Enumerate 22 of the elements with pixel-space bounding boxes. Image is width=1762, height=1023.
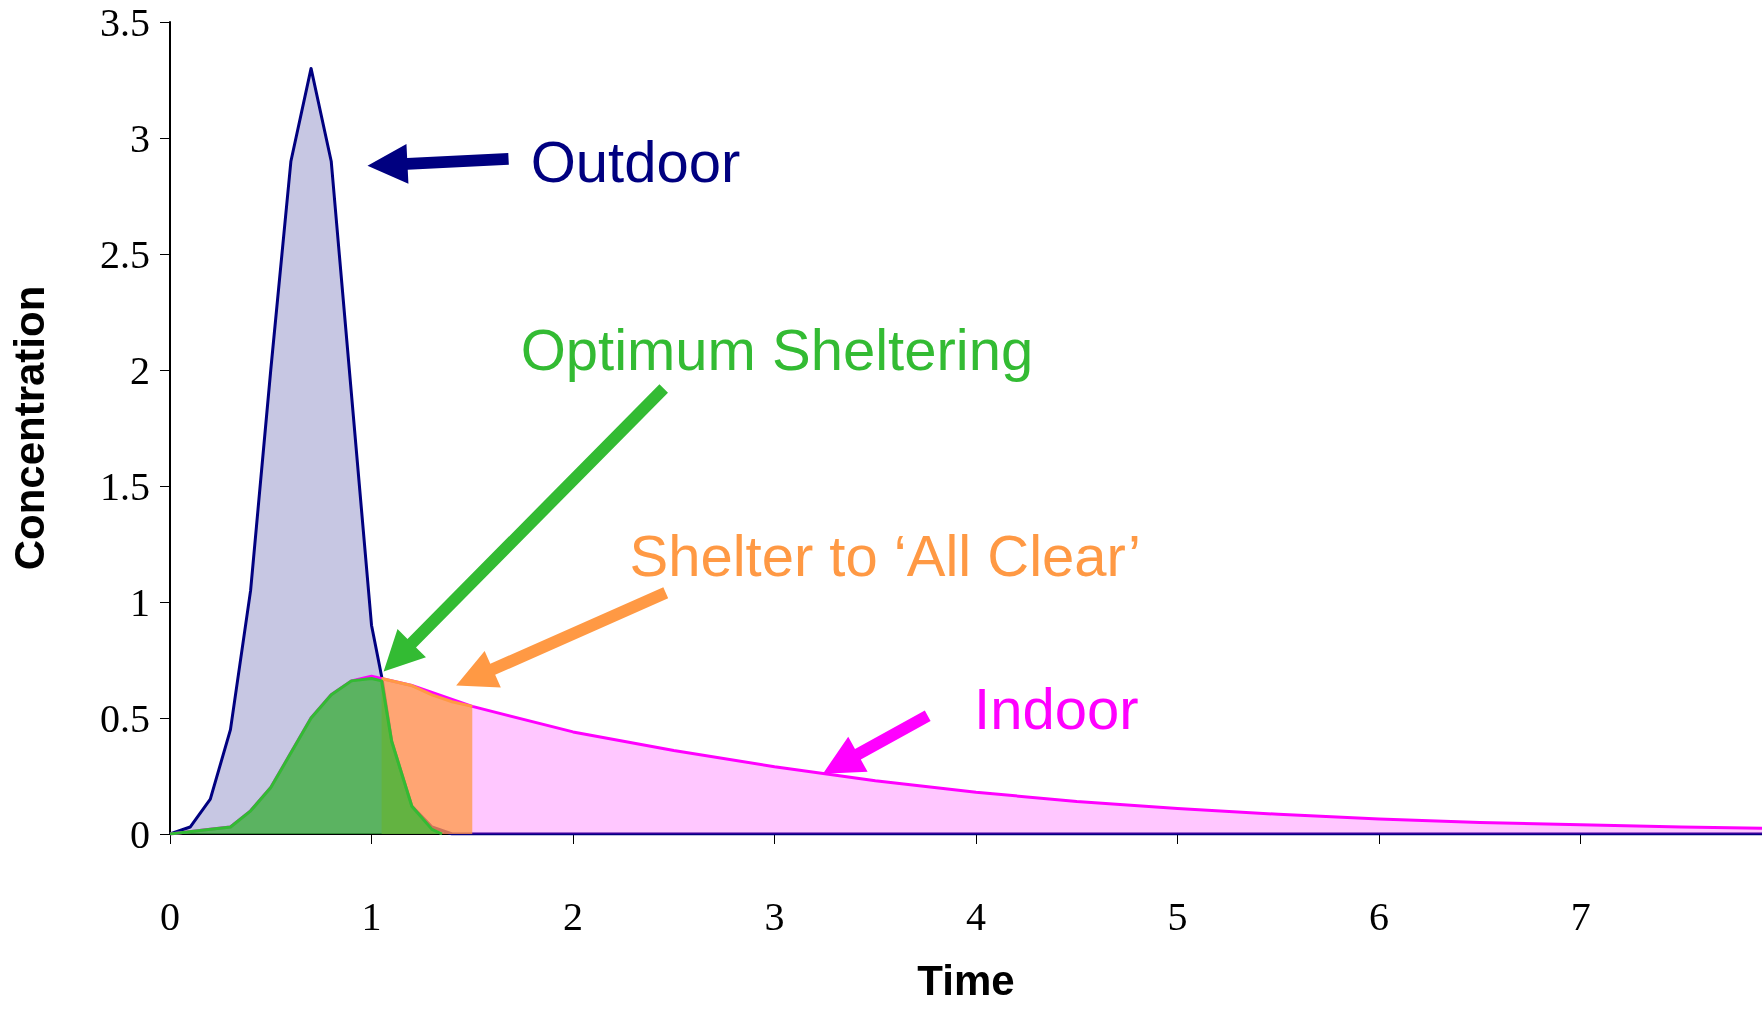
x-tick-label: 6 (1369, 893, 1390, 939)
y-tick-label: 3 (130, 115, 150, 161)
x-tick-label: 5 (1167, 893, 1188, 939)
x-tick-label: 3 (764, 893, 785, 939)
y-tick-label: 2.5 (100, 231, 150, 277)
legend-label: Indoor (974, 676, 1139, 742)
text: Optimum Sheltering (520, 316, 1034, 382)
y-tick-label: 0.5 (100, 695, 150, 741)
x-tick-label: 1 (361, 893, 382, 939)
x-tick-label: 2 (563, 893, 584, 939)
x-axis-title: Time (917, 956, 1015, 1004)
y-tick-label: 1 (130, 579, 150, 625)
y-axis-title: Concentration (5, 285, 53, 571)
y-tick-label: 1.5 (100, 463, 150, 509)
x-tick-label: 0 (160, 893, 180, 939)
legend-label: Outdoor (530, 128, 741, 194)
y-tick-label: 0 (130, 811, 150, 857)
x-tick-label: 7 (1570, 893, 1591, 939)
y-tick-label: 3.5 (100, 0, 150, 45)
y-tick-label: 2 (130, 347, 150, 393)
text: Shelter to ‘All Clear’ (629, 523, 1141, 589)
x-tick-label: 4 (966, 893, 987, 939)
